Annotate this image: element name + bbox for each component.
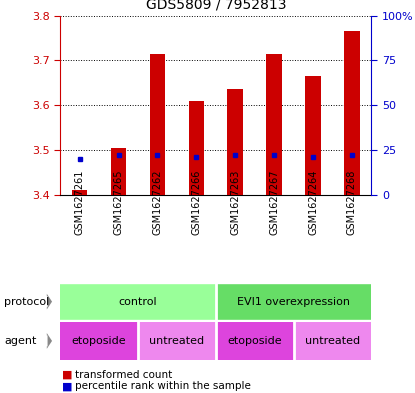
Title: GDS5809 / 7952813: GDS5809 / 7952813 [146,0,286,12]
Text: GSM1627262: GSM1627262 [152,169,162,235]
Text: etoposide: etoposide [72,336,127,346]
Bar [216,322,294,360]
Text: control: control [119,297,157,307]
Bar [227,90,243,195]
Text: untreated: untreated [149,336,205,346]
Bar [216,283,371,320]
Bar [111,148,126,195]
Text: EVI1 overexpression: EVI1 overexpression [237,297,350,307]
Text: ■: ■ [62,369,73,380]
Text: GSM1627261: GSM1627261 [75,169,85,235]
Bar [138,322,216,360]
Bar [72,190,88,195]
Text: agent: agent [4,336,37,346]
Text: GSM1627268: GSM1627268 [347,169,357,235]
Text: GSM1627263: GSM1627263 [230,169,240,235]
Bar [294,322,371,360]
Text: percentile rank within the sample: percentile rank within the sample [75,381,251,391]
Bar [266,54,282,195]
Text: GSM1627266: GSM1627266 [191,169,201,235]
Text: ■: ■ [62,381,73,391]
Text: GSM1627267: GSM1627267 [269,169,279,235]
Bar [60,283,216,320]
Bar [60,322,138,360]
Bar [188,101,204,195]
Text: etoposide: etoposide [227,336,282,346]
Text: untreated: untreated [305,336,360,346]
Text: GSM1627264: GSM1627264 [308,169,318,235]
Text: GSM1627265: GSM1627265 [114,169,124,235]
Text: protocol: protocol [4,297,49,307]
Text: transformed count: transformed count [75,369,172,380]
Bar [305,76,321,195]
Bar [150,54,165,195]
Bar [344,31,360,195]
